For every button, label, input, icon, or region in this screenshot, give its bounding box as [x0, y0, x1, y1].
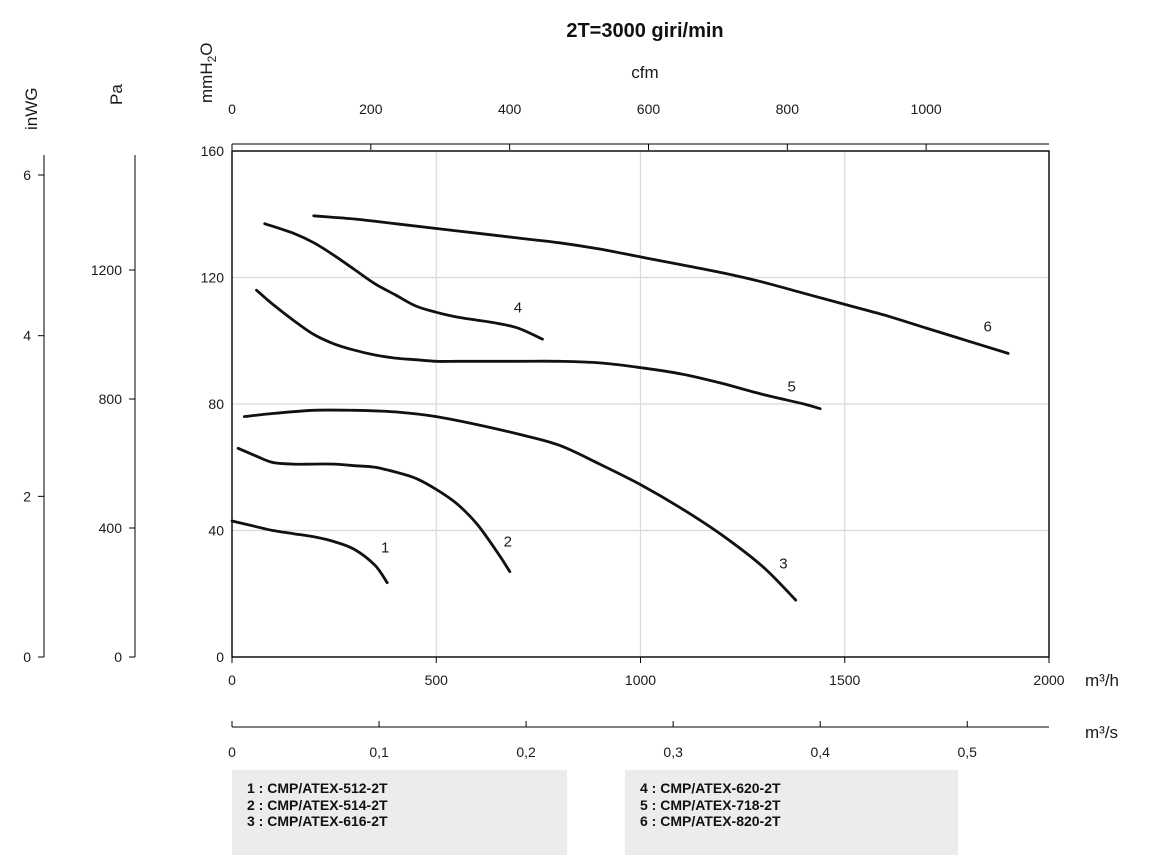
tick-label-cfm-0: 0 [228, 101, 236, 117]
curves [230, 214, 1010, 602]
curve-label-1: 1 [381, 540, 389, 557]
legend-item-1: 1 : CMP/ATEX-512-2T [247, 780, 388, 796]
tick-label-pa-2: 800 [99, 391, 123, 407]
tick-label-mmh2o-4: 160 [201, 143, 225, 159]
axis-label-cfm: cfm [631, 63, 658, 82]
legend-item-3: 3 : CMP/ATEX-616-2T [247, 813, 388, 829]
tick-label-m3s-4: 0,4 [810, 744, 830, 760]
tick-label-cfm-1: 200 [359, 101, 383, 117]
axis-label-inwg: inWG [22, 88, 41, 131]
tick-label-m3s-3: 0,3 [663, 744, 683, 760]
curve-3 [242, 408, 798, 602]
tick-label-m3h-1: 500 [425, 672, 449, 688]
curve-label-4: 4 [514, 299, 522, 316]
legend-item-6: 6 : CMP/ATEX-820-2T [640, 813, 781, 829]
tick-label-cfm-5: 1000 [911, 101, 942, 117]
curve-label-6: 6 [984, 318, 992, 335]
curve-2 [236, 446, 512, 573]
curve-6 [312, 214, 1010, 355]
legend-item-5: 5 : CMP/ATEX-718-2T [640, 796, 781, 813]
tick-label-m3h-0: 0 [228, 672, 236, 688]
legend-box-right: 4 : CMP/ATEX-620-2T 5 : CMP/ATEX-718-2T … [625, 770, 958, 855]
curve-4 [263, 222, 544, 341]
tick-label-m3s-5: 0,5 [958, 744, 978, 760]
tick-label-cfm-4: 800 [776, 101, 800, 117]
curve-label-5: 5 [787, 378, 795, 395]
tick-label-cfm-2: 400 [498, 101, 522, 117]
legend-box-left: 1 : CMP/ATEX-512-2T 2 : CMP/ATEX-514-2T … [232, 770, 567, 855]
axis-label-m3h: m³/h [1085, 671, 1119, 690]
tick-label-cfm-3: 600 [637, 101, 661, 117]
tick-label-m3s-0: 0 [228, 744, 236, 760]
curve-label-3: 3 [779, 555, 787, 572]
grid-lines [232, 151, 1049, 657]
legend-item-2: 2 : CMP/ATEX-514-2T [247, 796, 388, 813]
tick-label-pa-3: 1200 [91, 262, 122, 278]
tick-label-pa-0: 0 [114, 649, 122, 665]
axes [38, 143, 1050, 728]
tick-label-inwg-3: 6 [23, 167, 31, 183]
tick-label-pa-1: 400 [99, 520, 123, 536]
legend-item-4: 4 : CMP/ATEX-620-2T [640, 780, 781, 796]
axis-label-pa: Pa [107, 84, 126, 105]
tick-label-m3s-1: 0,1 [369, 744, 389, 760]
chart-title: 2T=3000 giri/min [566, 20, 723, 42]
tick-label-m3h-2: 1000 [625, 672, 656, 688]
tick-label-mmh2o-1: 40 [208, 523, 224, 539]
tick-label-m3s-2: 0,2 [516, 744, 536, 760]
tick-label-inwg-1: 2 [23, 488, 31, 504]
tick-label-mmh2o-2: 80 [208, 396, 224, 412]
tick-label-mmh2o-0: 0 [216, 649, 224, 665]
axis-label-m3s: m³/s [1085, 723, 1118, 742]
curve-5 [255, 288, 822, 411]
tick-label-m3h-4: 2000 [1033, 672, 1064, 688]
axis-label-mmh2o: mmH2O [197, 42, 219, 103]
tick-label-mmh2o-3: 120 [201, 270, 225, 286]
tick-label-inwg-0: 0 [23, 649, 31, 665]
curve-1 [230, 519, 389, 585]
tick-label-m3h-3: 1500 [829, 672, 860, 688]
curve-label-2: 2 [504, 533, 512, 550]
tick-label-inwg-2: 4 [23, 328, 31, 344]
